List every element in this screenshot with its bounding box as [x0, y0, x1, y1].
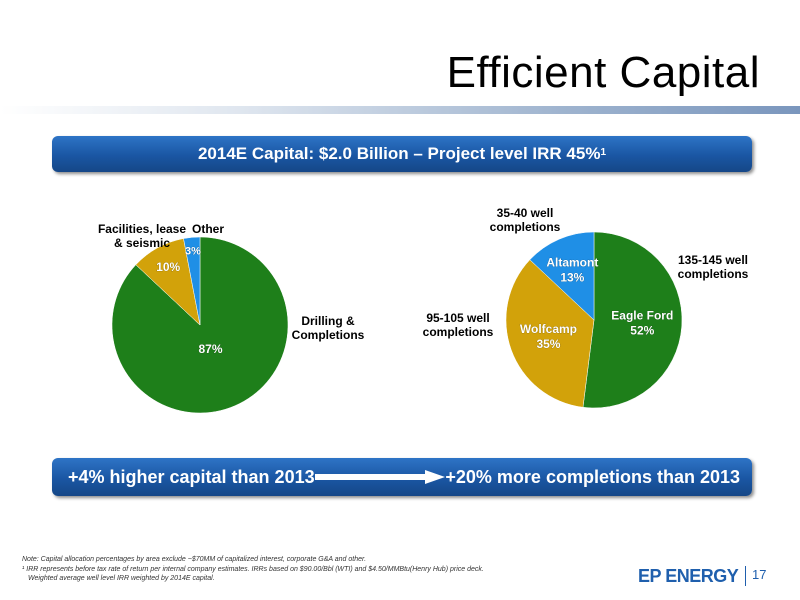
- pie-slice-eagle-ford: [582, 231, 683, 409]
- pie-slice-other: [183, 236, 201, 326]
- logo-separator: [745, 566, 746, 586]
- label-drilling: Drilling & Completions: [291, 314, 365, 342]
- capital-banner: 2014E Capital: $2.0 Billion – Project le…: [52, 136, 752, 172]
- label-other: Other: [191, 222, 224, 236]
- company-logo: EP ENERGY: [638, 566, 739, 586]
- footnote-note: Note: Capital allocation percentages by …: [22, 556, 367, 563]
- footnote-irr-weighted: Weighted average well level IRR weighted…: [28, 575, 215, 582]
- slice-label-other-value: 3%: [185, 246, 201, 258]
- annotation-eagle-ford: 135-145 well completions: [677, 253, 749, 281]
- slice-label-facilities-lease-and-seismic-value: 10%: [156, 260, 180, 274]
- annotation-wolfcamp: 95-105 well completions: [422, 311, 494, 339]
- arrow-right-icon: [315, 470, 445, 484]
- slice-label-altamont-value: 13%: [560, 270, 584, 284]
- slice-label-eagle-ford-name: Eagle Ford: [611, 309, 673, 323]
- pie-chart-1: 87% 10% 3%: [111, 236, 289, 414]
- slice-label-wolfcamp-name: Wolfcamp: [520, 322, 577, 336]
- completions-comparison: +20% more completions than 2013: [445, 466, 740, 487]
- capital-banner-text: 2014E Capital: $2.0 Billion – Project le…: [197, 144, 601, 163]
- slice-label-wolfcamp-value: 35%: [536, 337, 560, 351]
- comparison-banner: +4% higher capital than 2013 +20% more c…: [52, 458, 752, 496]
- pie-slice-wolfcamp: [505, 259, 595, 408]
- slice-label-altamont-name: Altamont: [546, 255, 598, 269]
- title-rule: [0, 106, 800, 114]
- slice-label-eagle-ford-value: 52%: [630, 324, 654, 338]
- label-facilities: Facilities, lease & seismic: [97, 222, 187, 250]
- page-title: Efficient Capital: [446, 48, 760, 97]
- capital-comparison: +4% higher capital than 2013: [68, 466, 315, 487]
- slice-label-drilling-and-completions-value: 87%: [198, 342, 222, 356]
- pie-slice-altamont: [529, 231, 595, 321]
- page-number: 17: [752, 567, 767, 582]
- footnote-irr: ¹ IRR represents before tax rate of retu…: [22, 566, 484, 573]
- footnote-marker: 1: [600, 146, 607, 158]
- annotation-altamont: 35-40 well completions: [489, 206, 561, 234]
